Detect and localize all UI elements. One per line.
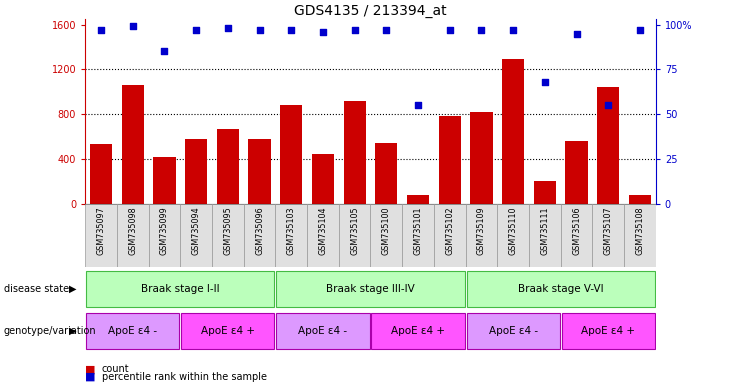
Text: ▶: ▶	[69, 326, 76, 336]
Text: GSM735104: GSM735104	[319, 207, 328, 255]
Bar	[244, 204, 276, 267]
Text: ApoE ε4 +: ApoE ε4 +	[581, 326, 635, 336]
Bar	[85, 204, 117, 267]
Bar	[407, 195, 429, 204]
Bar	[471, 112, 493, 204]
Bar	[370, 204, 402, 267]
Text: GSM735100: GSM735100	[382, 207, 391, 255]
Bar	[592, 204, 624, 267]
Bar	[497, 204, 529, 267]
Bar	[312, 154, 334, 204]
Text: disease state: disease state	[4, 284, 69, 294]
Bar	[122, 85, 144, 204]
Bar	[339, 204, 370, 267]
Bar	[597, 87, 619, 204]
Text: genotype/variation: genotype/variation	[4, 326, 96, 336]
Text: GSM735106: GSM735106	[572, 207, 581, 255]
Bar	[117, 204, 149, 267]
Text: GSM735105: GSM735105	[350, 207, 359, 255]
Point	[412, 102, 424, 108]
Point	[222, 25, 233, 31]
Bar	[90, 144, 112, 204]
Bar	[467, 271, 655, 307]
Bar	[182, 313, 274, 349]
Text: percentile rank within the sample: percentile rank within the sample	[102, 372, 267, 382]
Title: GDS4135 / 213394_at: GDS4135 / 213394_at	[294, 4, 447, 18]
Bar	[371, 313, 465, 349]
Bar	[467, 313, 559, 349]
Bar	[185, 139, 207, 204]
Text: count: count	[102, 364, 129, 374]
Bar	[149, 204, 180, 267]
Text: ▶: ▶	[69, 284, 76, 294]
Bar	[217, 129, 239, 204]
Bar	[561, 204, 592, 267]
Bar	[624, 204, 656, 267]
Point	[380, 27, 392, 33]
Bar	[276, 271, 465, 307]
Text: GSM735097: GSM735097	[96, 207, 105, 255]
Text: GSM735095: GSM735095	[223, 207, 233, 255]
Point	[539, 79, 551, 85]
Bar	[502, 60, 524, 204]
Point	[159, 48, 170, 55]
Text: ApoE ε4 -: ApoE ε4 -	[488, 326, 538, 336]
Text: GSM735108: GSM735108	[636, 207, 645, 255]
Text: GSM735102: GSM735102	[445, 207, 454, 255]
Text: GSM735110: GSM735110	[508, 207, 518, 255]
Bar	[276, 313, 370, 349]
Text: ■: ■	[85, 364, 96, 374]
Point	[602, 102, 614, 108]
Bar	[562, 313, 655, 349]
Bar	[344, 101, 366, 204]
Text: ApoE ε4 -: ApoE ε4 -	[108, 326, 157, 336]
Text: GSM735101: GSM735101	[413, 207, 422, 255]
Point	[317, 29, 329, 35]
Text: GSM735103: GSM735103	[287, 207, 296, 255]
Text: GSM735094: GSM735094	[192, 207, 201, 255]
Bar	[565, 141, 588, 204]
Text: Braak stage I-II: Braak stage I-II	[141, 284, 219, 294]
Bar	[86, 313, 179, 349]
Bar	[307, 204, 339, 267]
Point	[507, 27, 519, 33]
Point	[571, 30, 582, 36]
Bar	[86, 271, 274, 307]
Text: GSM735109: GSM735109	[477, 207, 486, 255]
Bar	[529, 204, 561, 267]
Point	[349, 27, 361, 33]
Bar	[375, 143, 397, 204]
Point	[634, 27, 646, 33]
Bar	[180, 204, 212, 267]
Text: GSM735096: GSM735096	[255, 207, 264, 255]
Point	[444, 27, 456, 33]
Text: GSM735111: GSM735111	[540, 207, 549, 255]
Bar	[402, 204, 434, 267]
Point	[127, 23, 139, 30]
Bar	[629, 195, 651, 204]
Bar	[434, 204, 465, 267]
Bar	[280, 105, 302, 204]
Text: GSM735098: GSM735098	[128, 207, 137, 255]
Bar	[465, 204, 497, 267]
Text: Braak stage V-VI: Braak stage V-VI	[518, 284, 603, 294]
Point	[476, 27, 488, 33]
Bar	[276, 204, 307, 267]
Bar	[212, 204, 244, 267]
Text: Braak stage III-IV: Braak stage III-IV	[326, 284, 415, 294]
Text: ■: ■	[85, 372, 96, 382]
Bar	[153, 157, 176, 204]
Point	[253, 27, 265, 33]
Text: ApoE ε4 +: ApoE ε4 +	[391, 326, 445, 336]
Point	[190, 27, 202, 33]
Bar	[439, 116, 461, 204]
Bar	[534, 181, 556, 204]
Point	[285, 27, 297, 33]
Text: ApoE ε4 +: ApoE ε4 +	[201, 326, 255, 336]
Text: GSM735107: GSM735107	[604, 207, 613, 255]
Text: ApoE ε4 -: ApoE ε4 -	[299, 326, 348, 336]
Bar	[248, 139, 270, 204]
Text: GSM735099: GSM735099	[160, 207, 169, 255]
Point	[95, 27, 107, 33]
